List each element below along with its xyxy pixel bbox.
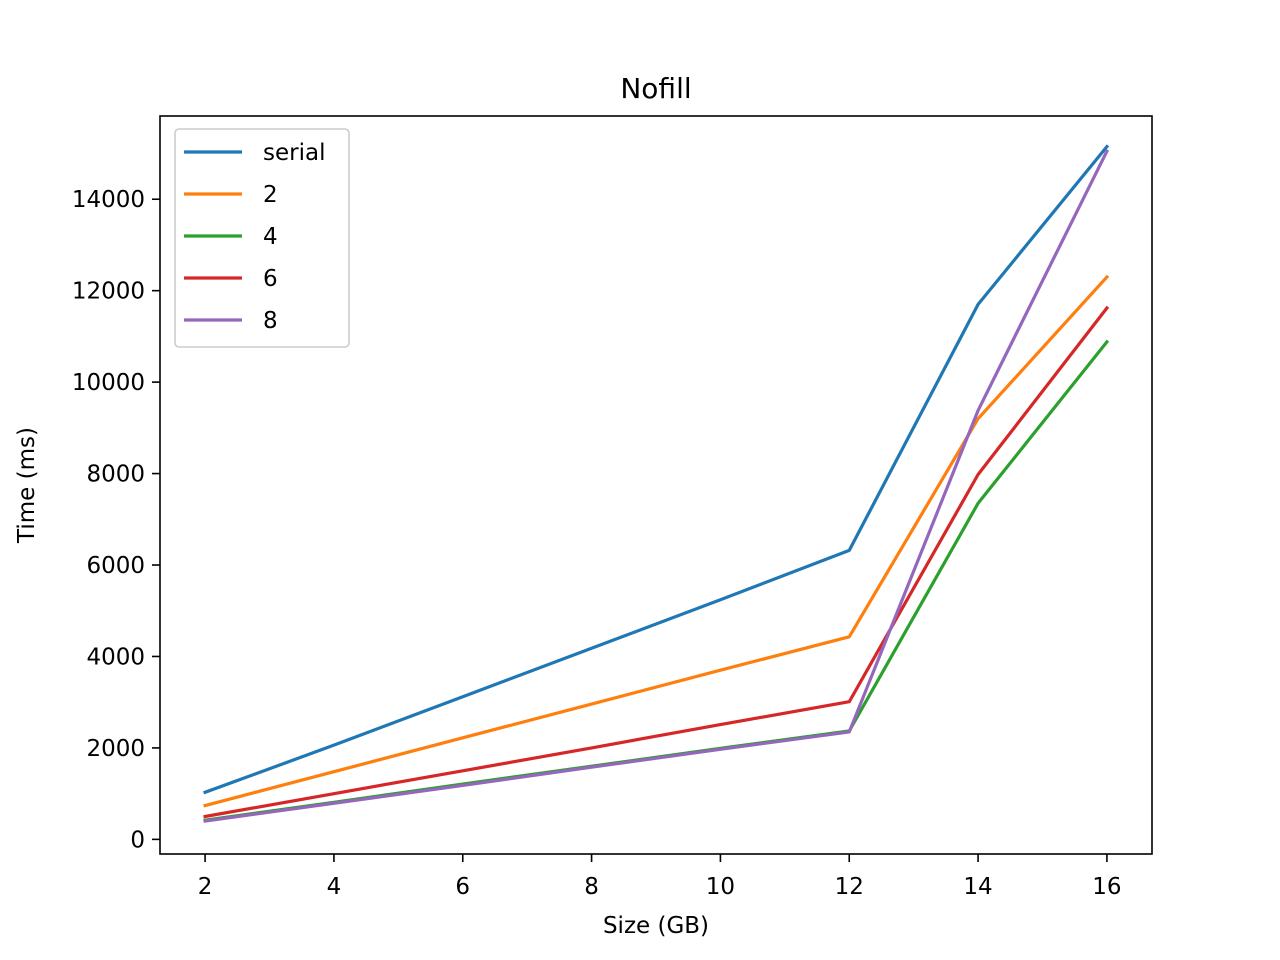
x-tick-label: 12 xyxy=(835,874,864,900)
x-tick-label: 10 xyxy=(706,874,735,900)
x-tick-label: 2 xyxy=(198,874,213,900)
chart-title: Nofill xyxy=(620,72,691,105)
legend-label: 8 xyxy=(263,308,278,334)
x-axis: 2 4 6 8 10 12 14 16 xyxy=(198,854,1122,900)
legend-label: 2 xyxy=(263,182,278,208)
x-tick-label: 4 xyxy=(327,874,342,900)
y-axis: 0 2000 4000 6000 8000 10000 12000 14000 xyxy=(72,187,160,853)
series-line-2 xyxy=(203,274,1110,808)
y-axis-label: Time (ms) xyxy=(14,427,40,544)
y-tick-label: 6000 xyxy=(86,553,145,579)
series-line-serial xyxy=(203,144,1110,795)
legend-box xyxy=(174,128,350,348)
series-layer xyxy=(203,144,1110,823)
y-tick-label: 8000 xyxy=(86,462,145,488)
x-axis-label: Size (GB) xyxy=(603,913,709,939)
x-tick-label: 16 xyxy=(1092,874,1121,900)
x-tick-label: 6 xyxy=(455,874,470,900)
x-tick-label: 14 xyxy=(963,874,992,900)
y-tick-label: 12000 xyxy=(72,279,145,305)
series-line-8 xyxy=(203,149,1110,823)
plot-frame xyxy=(159,115,1153,855)
y-tick-label: 4000 xyxy=(86,644,145,670)
x-tick-label: 8 xyxy=(584,874,599,900)
legend-label: 4 xyxy=(263,224,278,250)
y-tick-label: 0 xyxy=(130,827,145,853)
legend-label: serial xyxy=(263,140,325,166)
y-tick-label: 14000 xyxy=(72,187,145,213)
y-tick-label: 2000 xyxy=(86,736,145,762)
legend: serial 2 4 6 8 xyxy=(174,128,350,348)
y-tick-label: 10000 xyxy=(72,370,145,396)
series-line-6 xyxy=(203,305,1110,819)
legend-label: 6 xyxy=(263,266,278,292)
